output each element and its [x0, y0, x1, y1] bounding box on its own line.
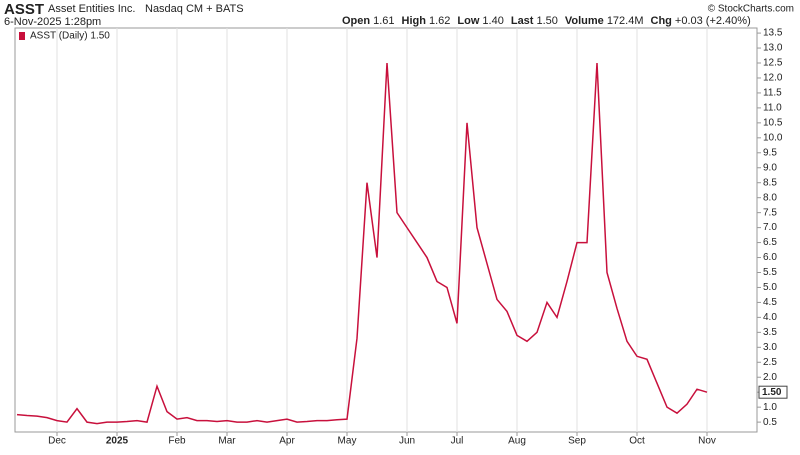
- y-tick-label: 5.0: [763, 282, 777, 293]
- x-tick-label: Feb: [168, 436, 186, 447]
- x-tick-label: Aug: [508, 436, 526, 447]
- legend-swatch: [19, 32, 25, 40]
- y-tick-label: 4.5: [763, 297, 777, 308]
- x-tick-label: Nov: [698, 436, 716, 447]
- company-name: Asset Entities Inc.: [48, 3, 135, 15]
- y-tick-label: 7.0: [763, 222, 777, 233]
- y-tick-label: 0.5: [763, 417, 777, 428]
- y-tick-label: 6.5: [763, 237, 777, 248]
- x-tick-label: May: [338, 436, 357, 447]
- y-tick-label: 9.5: [763, 147, 777, 158]
- quote-label: Volume: [565, 15, 604, 27]
- quote-label: Last: [511, 15, 534, 27]
- quote-label: Open: [342, 15, 370, 27]
- quote-value: 172.4M: [607, 15, 644, 27]
- quote-value: 1.61: [373, 15, 394, 27]
- quote-label: Low: [457, 15, 479, 27]
- quote-label: High: [402, 15, 427, 27]
- y-tick-label: 12.5: [763, 58, 783, 69]
- x-tick-label: 2025: [106, 436, 129, 447]
- credit: © StockCharts.com: [708, 4, 794, 15]
- y-tick-label: 7.5: [763, 207, 777, 218]
- y-tick-label: 9.0: [763, 162, 777, 173]
- y-tick-label: 4.0: [763, 312, 777, 323]
- y-tick-label: 3.0: [763, 342, 777, 353]
- y-tick-label: 10.0: [763, 132, 783, 143]
- y-tick-label: 10.5: [763, 118, 783, 129]
- price-line: [16, 62, 708, 425]
- quote-value: 1.40: [482, 15, 503, 27]
- datetime: 6-Nov-2025 1:28pm: [4, 16, 101, 28]
- legend-entry: ASST (Daily) 1.50: [30, 31, 110, 42]
- y-tick-label: 13.5: [763, 28, 783, 39]
- x-tick-label: Dec: [48, 436, 66, 447]
- y-tick-label: 2.0: [763, 372, 777, 383]
- y-tick-label: 6.0: [763, 252, 777, 263]
- y-tick-label: 8.0: [763, 192, 777, 203]
- y-tick-label: 11.0: [763, 103, 782, 114]
- x-tick-label: Apr: [279, 436, 295, 447]
- x-tick-label: Jun: [399, 436, 415, 447]
- quote-value: 1.50: [536, 15, 557, 27]
- y-tick-label: 2.5: [763, 357, 777, 368]
- quote: Open 1.61 High 1.62 Low 1.40 Last 1.50 Volume 172…: [342, 15, 751, 27]
- y-tick-label: 12.0: [763, 73, 783, 84]
- x-tick-label: Jul: [451, 436, 464, 447]
- symbol: ASST: [4, 1, 44, 18]
- y-tick-label: 5.5: [763, 267, 777, 278]
- quote-value: +0.03 (+2.40%): [675, 15, 751, 27]
- x-tick-label: Mar: [218, 436, 236, 447]
- quote-label: Chg: [651, 15, 672, 27]
- y-tick-label: 1.0: [763, 402, 777, 413]
- last-price-box: [758, 385, 788, 399]
- exchange: Nasdaq CM + BATS: [145, 3, 244, 15]
- last-price-label: 1.50: [762, 387, 782, 398]
- y-tick-label: 8.5: [763, 177, 777, 188]
- x-tick-label: Sep: [568, 436, 586, 447]
- y-tick-label: 13.0: [763, 43, 783, 54]
- y-tick-label: 11.5: [763, 88, 782, 99]
- x-tick-label: Oct: [629, 436, 645, 447]
- y-tick-label: 3.5: [763, 327, 777, 338]
- quote-value: 1.62: [429, 15, 450, 27]
